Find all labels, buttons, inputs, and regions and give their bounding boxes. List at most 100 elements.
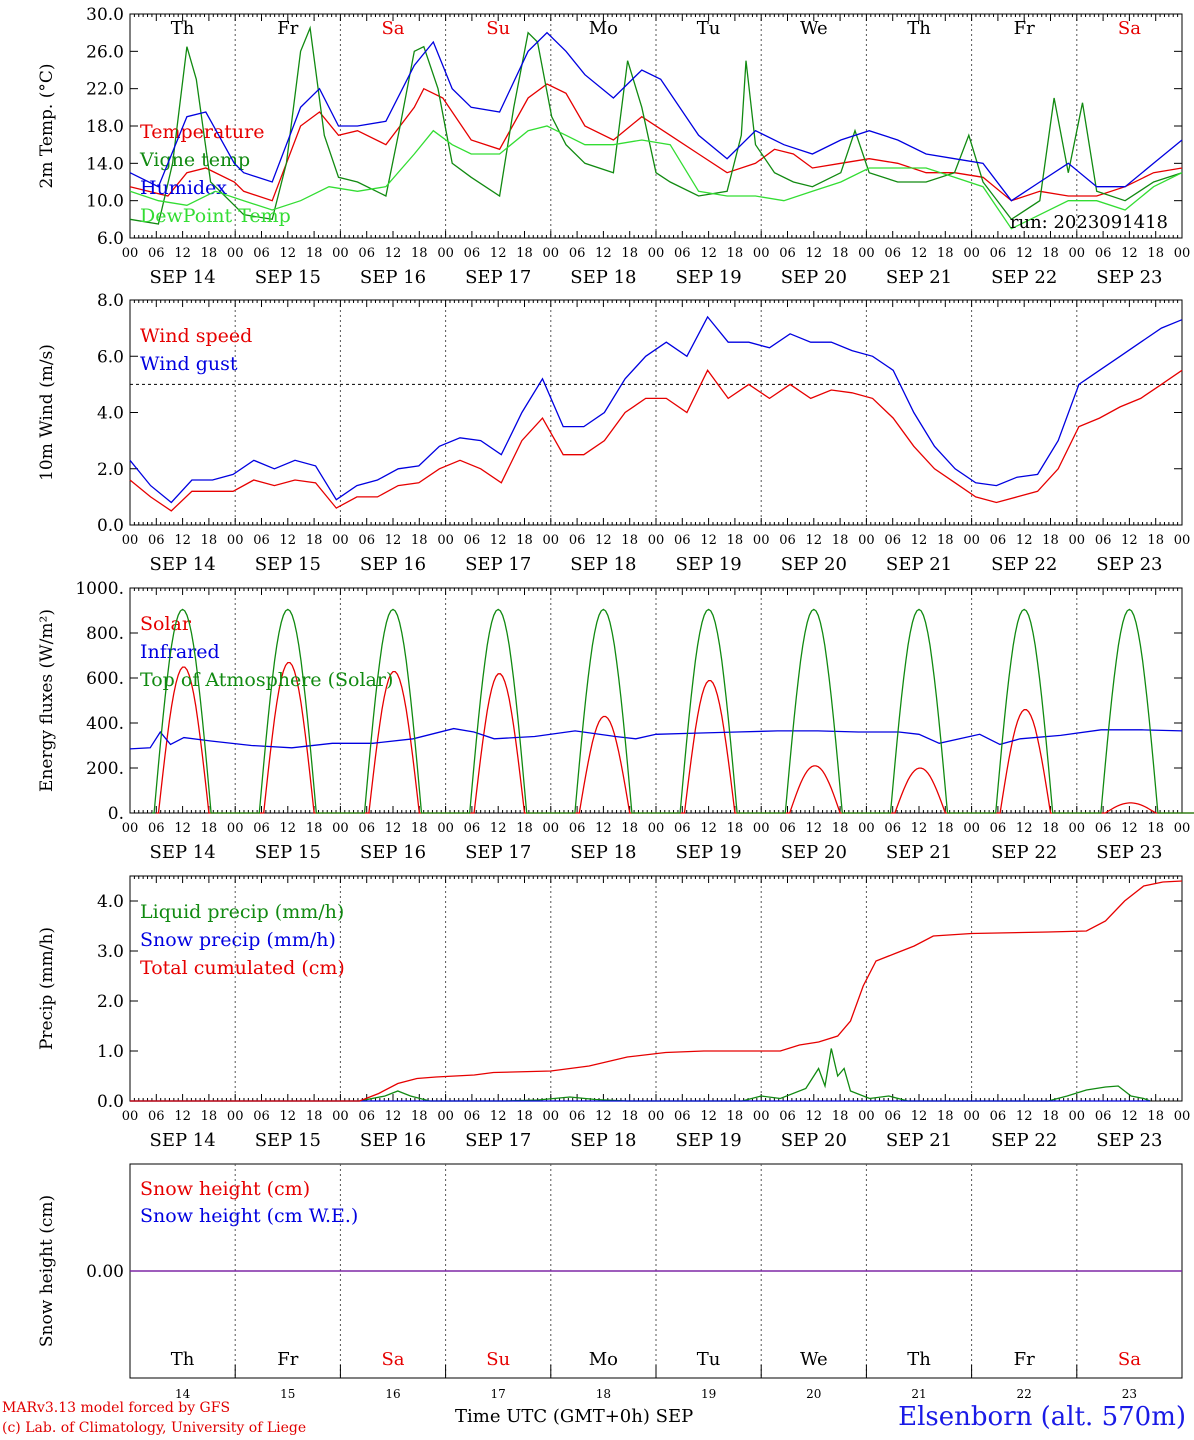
precip-hour-label: 12 (385, 1109, 402, 1124)
precip-hour-label: 12 (700, 1109, 717, 1124)
wind-hour-label: 06 (358, 533, 375, 548)
weekday-label-top: Fr (277, 18, 298, 39)
precip-y-tick-label: 4.0 (97, 892, 124, 912)
precip-hour-label: 12 (174, 1109, 191, 1124)
wind-hour-label: 00 (648, 533, 665, 548)
precip-hour-label: 06 (148, 1109, 165, 1124)
temp-series-temperature-line (129, 83, 1183, 202)
weekday-label-top: Tu (697, 18, 721, 39)
day-number-label: 22 (1017, 1387, 1032, 1401)
station-name: Elsenborn (alt. 570m) (898, 1402, 1186, 1432)
temp-hour-label: 18 (621, 246, 638, 261)
wind-hour-label: 00 (753, 533, 770, 548)
wind-hour-label: 00 (858, 533, 875, 548)
wind-date-label: SEP 23 (1096, 554, 1162, 575)
wind-y-tick-label: 8.0 (97, 291, 124, 311)
wind-hour-label: 12 (280, 533, 297, 548)
precip-hour-label: 00 (437, 1109, 454, 1124)
energy-y-tick-label: 400. (86, 714, 124, 734)
energy-y-tick-label: 600. (86, 669, 124, 689)
wind-hour-label: 06 (1095, 533, 1112, 548)
wind-hour-label: 12 (174, 533, 191, 548)
energy-hour-label: 12 (911, 821, 928, 836)
wind-hour-label: 06 (990, 533, 1007, 548)
precip-date-label: SEP 19 (675, 1130, 741, 1151)
temp-hour-label: 12 (490, 246, 507, 261)
wind-hour-label: 06 (569, 533, 586, 548)
wind-y-tick-label: 2.0 (97, 460, 124, 480)
wind-date-label: SEP 15 (255, 554, 321, 575)
temp-hour-label: 00 (858, 246, 875, 261)
energy-hour-label: 18 (201, 821, 218, 836)
weekday-label-bottom: Tu (697, 1349, 721, 1370)
temp-hour-label: 00 (963, 246, 980, 261)
wind-hour-label: 12 (385, 533, 402, 548)
month-label: SEP (655, 1406, 694, 1427)
energy-date-label: SEP 16 (360, 842, 426, 863)
temp-hour-label: 06 (674, 246, 691, 261)
weekday-label-bottom: Fr (277, 1349, 298, 1370)
wind-date-label: SEP 14 (149, 554, 215, 575)
wind-y-axis-label: 10m Wind (m/s) (37, 344, 57, 481)
precip-hour-label: 00 (227, 1109, 244, 1124)
temp-hour-label: 18 (832, 246, 849, 261)
temp-y-tick-label: 14.0 (86, 154, 124, 174)
temp-hour-label: 12 (700, 246, 717, 261)
energy-hour-label: 18 (1147, 821, 1164, 836)
snow-series-snow-height-cm-legend: Snow height (cm) (140, 1178, 310, 1200)
energy-hour-label: 12 (700, 821, 717, 836)
temp-date-label: SEP 15 (255, 267, 321, 288)
wind-hour-label: 12 (1121, 533, 1138, 548)
wind-hour-label: 18 (937, 533, 954, 548)
precip-hour-label: 06 (358, 1109, 375, 1124)
temp-hour-label: 00 (1069, 246, 1086, 261)
precip-hour-label: 12 (1121, 1109, 1138, 1124)
weekday-label-bottom: Fr (1014, 1349, 1035, 1370)
wind-hour-label: 18 (411, 533, 428, 548)
wind-series-wind-speed-legend: Wind speed (140, 325, 252, 347)
wind-hour-label: 00 (332, 533, 349, 548)
wind-hour-label: 00 (227, 533, 244, 548)
temp-hour-label: 18 (201, 246, 218, 261)
energy-hour-label: 00 (227, 821, 244, 836)
precip-hour-label: 12 (595, 1109, 612, 1124)
energy-hour-label: 18 (832, 821, 849, 836)
temp-hour-label: 00 (332, 246, 349, 261)
weekday-label-bottom: Mo (589, 1349, 618, 1370)
temp-date-label: SEP 22 (991, 267, 1057, 288)
temp-hour-label: 12 (1016, 246, 1033, 261)
wind-hour-label: 18 (1042, 533, 1059, 548)
temp-hour-label: 06 (569, 246, 586, 261)
energy-series-infrared-legend: Infrared (140, 641, 220, 663)
wind-hour-label: 12 (911, 533, 928, 548)
precip-hour-label: 18 (516, 1109, 533, 1124)
precip-hour-label: 06 (1095, 1109, 1112, 1124)
x-axis-label: Time UTC (GMT+0h) (455, 1406, 650, 1427)
energy-y-tick-label: 1000. (75, 579, 124, 599)
wind-hour-label: 00 (1069, 533, 1086, 548)
precip-series-liquid-precip-mm-h-line (130, 1048, 1151, 1102)
energy-y-tick-label: 200. (86, 759, 124, 779)
energy-y-axis-label: Energy fluxes (W/m²) (37, 609, 57, 792)
energy-hour-label: 18 (937, 821, 954, 836)
precip-series-total-cumulated-cm-line (130, 880, 1183, 1102)
energy-series-top-of-atmosphere-solar-legend: Top of Atmosphere (Solar) (140, 669, 393, 691)
energy-hour-label: 00 (1069, 821, 1086, 836)
wind-hour-label: 18 (201, 533, 218, 548)
temp-date-label: SEP 23 (1096, 267, 1162, 288)
day-number-label: 16 (385, 1387, 400, 1401)
wind-hour-label: 00 (437, 533, 454, 548)
temp-y-tick-label: 18.0 (86, 117, 124, 137)
precip-y-tick-label: 1.0 (97, 1042, 124, 1062)
weekday-label-top: Sa (1118, 18, 1141, 39)
precip-hour-label: 18 (832, 1109, 849, 1124)
energy-hour-label: 06 (990, 821, 1007, 836)
precip-hour-label: 06 (253, 1109, 270, 1124)
energy-hour-label: 06 (1095, 821, 1112, 836)
wind-hour-label: 18 (306, 533, 323, 548)
weekday-label-top: We (800, 18, 828, 39)
temp-hour-label: 12 (595, 246, 612, 261)
energy-hour-label: 18 (306, 821, 323, 836)
precip-hour-label: 12 (280, 1109, 297, 1124)
